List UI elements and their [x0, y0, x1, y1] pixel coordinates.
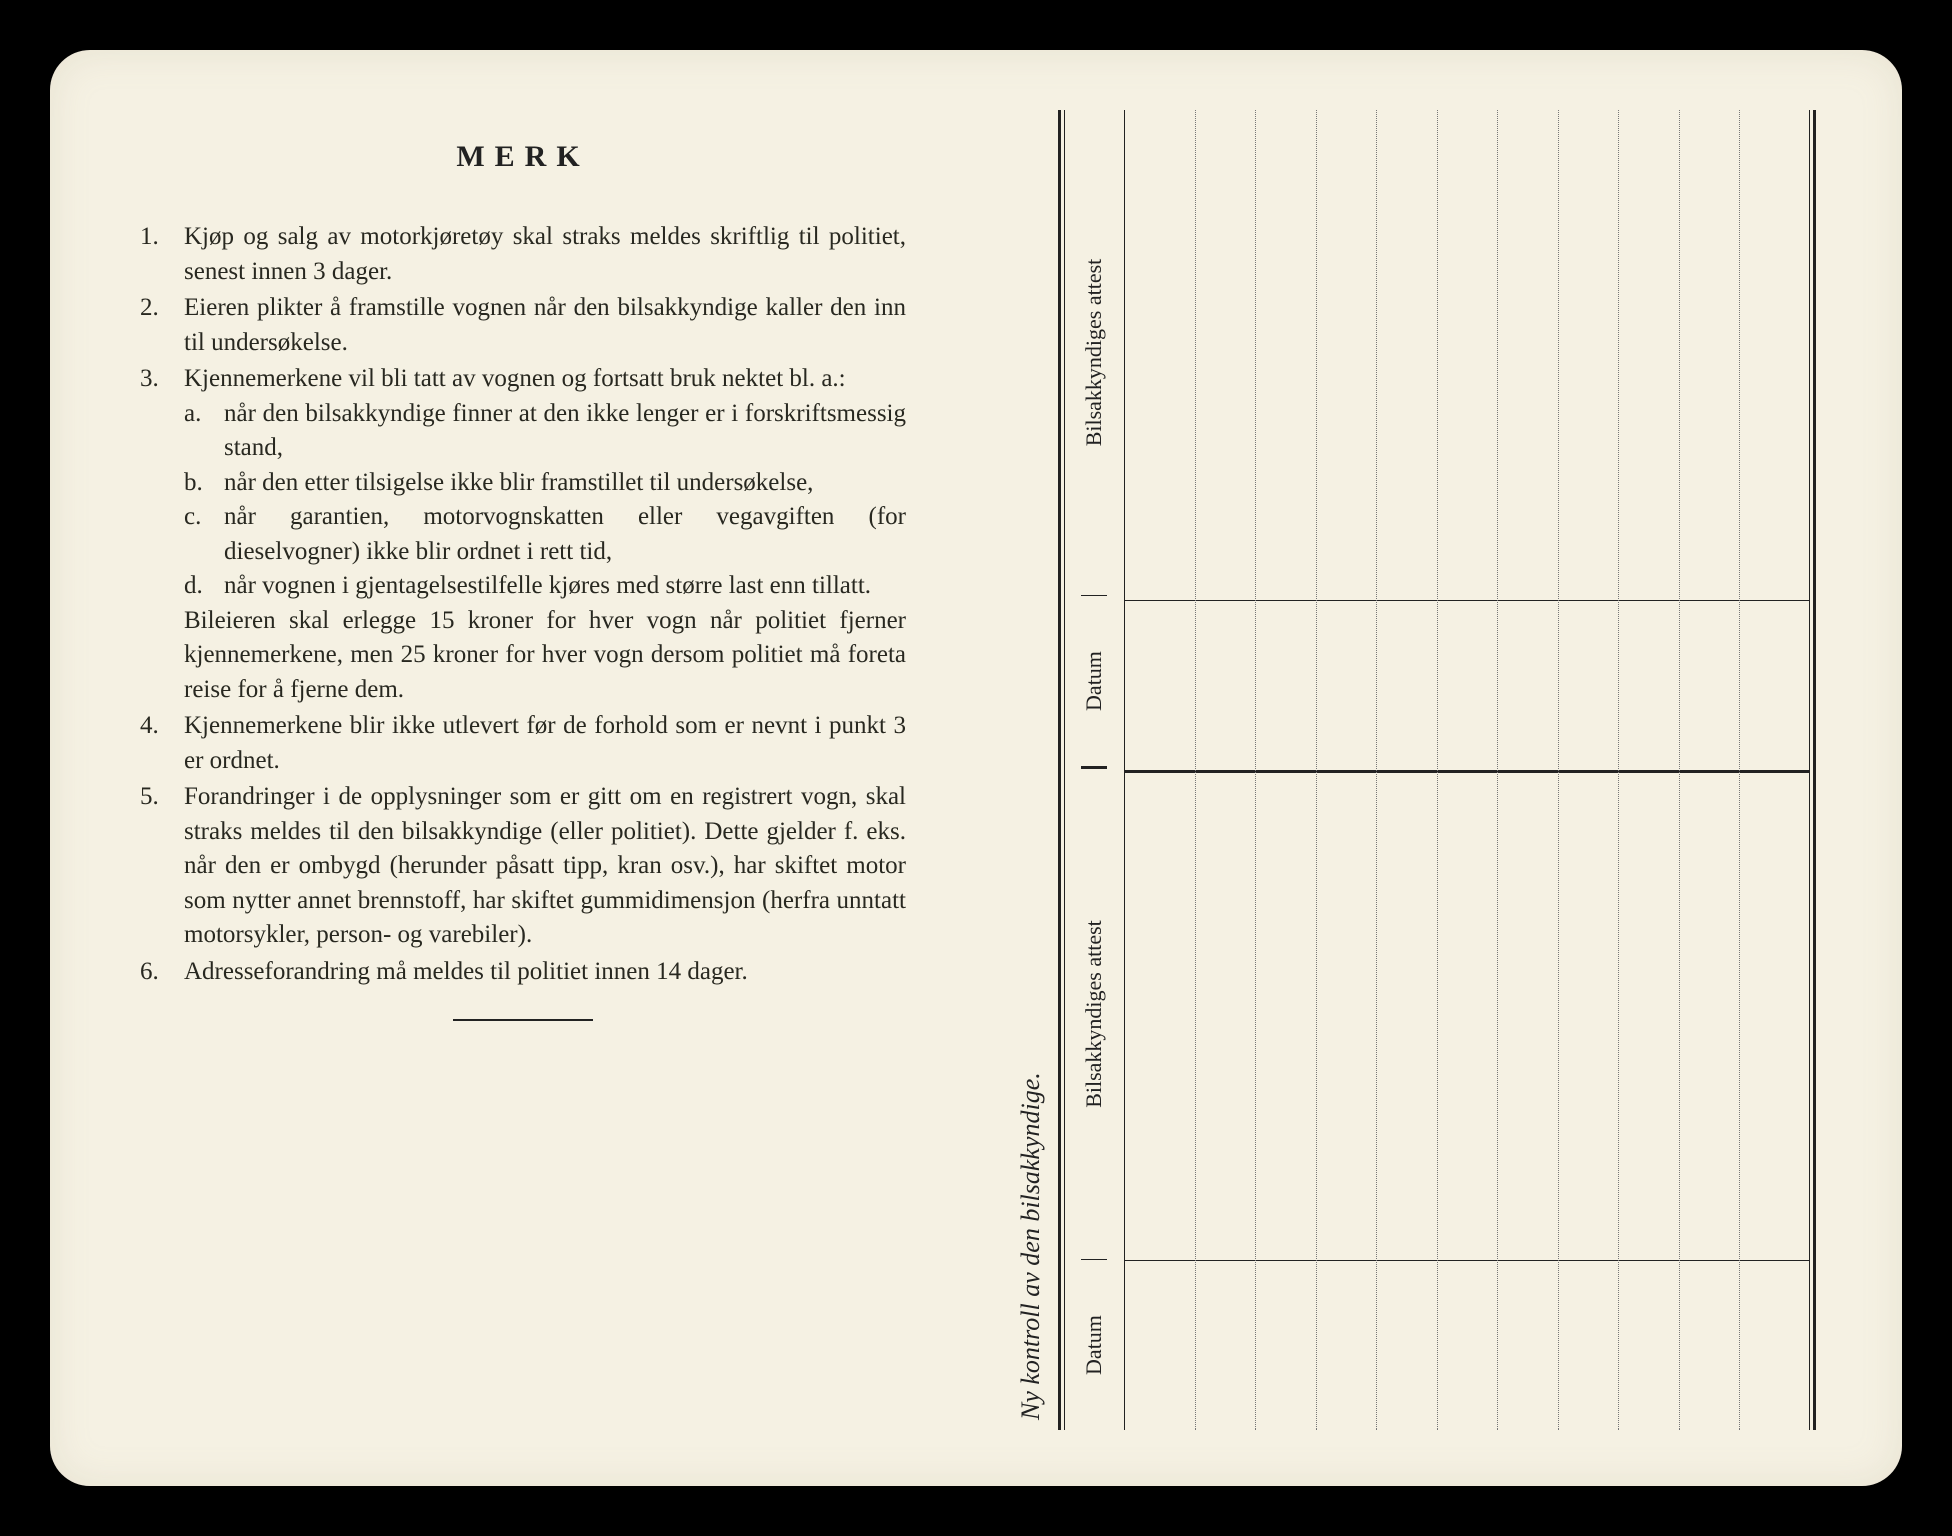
page-title: MERK: [140, 140, 906, 174]
list-item-text: Eieren plikter å framstille vognen når d…: [184, 294, 906, 356]
left-page: MERK Kjøp og salg av motorkjøretøy skal …: [50, 50, 976, 1486]
list-item-text: Kjennemerkene blir ikke utlevert før de …: [184, 712, 906, 774]
sub-list: når den bilsakkyndige finner at den ikke…: [184, 397, 906, 604]
col-header-datum-2: Datum: [1081, 595, 1107, 766]
rotated-ledger: Ny kontroll av den bilsakkyndige. Datum …: [1016, 110, 1816, 1430]
list-item: Eieren plikter å framstille vognen når d…: [140, 291, 906, 360]
ledger-dotted-rows: [1125, 110, 1810, 1430]
ledger-dotted-rule: [1255, 110, 1256, 1430]
divider: [453, 1019, 593, 1021]
sub-list-item-text: når garantien, motorvognskatten eller ve…: [224, 503, 906, 565]
sub-list-item: når vognen i gjentagelsestilfelle kjøres…: [184, 569, 906, 604]
col-header-attest-2: Bilsakkyndiges attest: [1081, 110, 1107, 595]
ledger-dotted-rule: [1618, 110, 1619, 1430]
sub-list-item: når garantien, motorvognskatten eller ve…: [184, 500, 906, 569]
sub-list-item: når den bilsakkyndige finner at den ikke…: [184, 397, 906, 466]
ledger-body: [1124, 110, 1810, 1430]
sub-list-item: når den etter tilsigelse ikke blir frams…: [184, 466, 906, 501]
merk-list: Kjøp og salg av motorkjøretøy skal strak…: [140, 220, 906, 989]
sub-list-item-text: når den etter tilsigelse ikke blir frams…: [224, 469, 813, 496]
ledger-dotted-rule: [1376, 110, 1377, 1430]
list-item-text: Forandringer i de opplysninger som er gi…: [184, 783, 906, 948]
right-page: Ny kontroll av den bilsakkyndige. Datum …: [976, 50, 1902, 1486]
list-item: Kjennemerkene blir ikke utlevert før de …: [140, 709, 906, 778]
col-header-attest-1: Bilsakkyndiges attest: [1081, 766, 1107, 1259]
list-item: Adresseforandring må meldes til politiet…: [140, 955, 906, 990]
list-item: Forandringer i de opplysninger som er gi…: [140, 780, 906, 953]
ledger-dotted-rule: [1558, 110, 1559, 1430]
rotated-ledger-container: Ny kontroll av den bilsakkyndige. Datum …: [1016, 110, 1816, 1430]
list-item: Kjennemerkene vil bli tatt av vognen og …: [140, 362, 906, 707]
ledger-dotted-rule: [1679, 110, 1680, 1430]
ledger-title: Ny kontroll av den bilsakkyndige.: [1016, 110, 1046, 1420]
ledger-table: Datum Bilsakkyndiges attest Datum Bilsak…: [1058, 110, 1816, 1430]
ledger-dotted-rule: [1739, 110, 1740, 1430]
list-item-tail: Bileieren skal erlegge 15 kroner for hve…: [184, 604, 906, 708]
ledger-dotted-rule: [1497, 110, 1498, 1430]
list-item-text: Kjennemerkene vil bli tatt av vognen og …: [184, 365, 846, 392]
ledger-dotted-rule: [1437, 110, 1438, 1430]
ledger-dotted-rule: [1195, 110, 1196, 1430]
col-header-datum-1: Datum: [1081, 1259, 1107, 1430]
list-item: Kjøp og salg av motorkjøretøy skal strak…: [140, 220, 906, 289]
paper-card: MERK Kjøp og salg av motorkjøretøy skal …: [50, 50, 1902, 1486]
ledger-header-row: Datum Bilsakkyndiges attest Datum Bilsak…: [1064, 110, 1124, 1430]
ledger-dotted-rule: [1316, 110, 1317, 1430]
list-item-text: Kjøp og salg av motorkjøretøy skal strak…: [184, 223, 906, 285]
sub-list-item-text: når vognen i gjentagelsestilfelle kjøres…: [224, 572, 871, 599]
list-item-text: Adresseforandring må meldes til politiet…: [184, 958, 748, 985]
sub-list-item-text: når den bilsakkyndige finner at den ikke…: [224, 400, 906, 462]
